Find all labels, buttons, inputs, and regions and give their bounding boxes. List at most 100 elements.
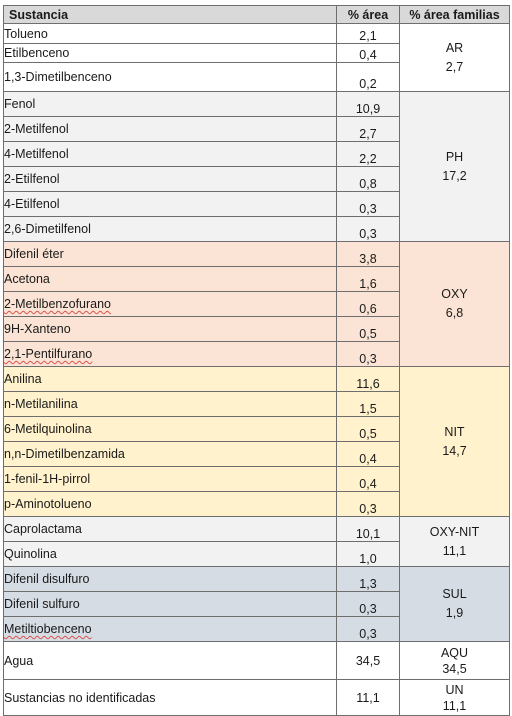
area-value: 10,9 bbox=[337, 92, 400, 117]
area-value: 0,5 bbox=[337, 317, 400, 342]
area-value: 1,6 bbox=[337, 267, 400, 292]
substance-name: p-Aminotolueno bbox=[4, 492, 337, 517]
family-cell: AQU 34,5 bbox=[400, 642, 510, 680]
substance-name: 2-Metilbenzofurano bbox=[4, 292, 337, 317]
substance-name: n-Metilanilina bbox=[4, 392, 337, 417]
family-area-value: 34,5 bbox=[400, 661, 509, 677]
substance-name: Anilina bbox=[4, 367, 337, 392]
substance-name: Difenil éter bbox=[4, 242, 337, 267]
area-value: 0,3 bbox=[337, 617, 400, 642]
group-ph: Fenol 10,9 PH 17,2 2-Metilfenol 2,7 4-Me… bbox=[4, 92, 510, 242]
area-value: 0,3 bbox=[337, 192, 400, 217]
substance-name: Acetona bbox=[4, 267, 337, 292]
substance-name-text: Metiltiobenceno bbox=[4, 622, 92, 636]
header-substance: Sustancia bbox=[4, 6, 337, 24]
substance-name: 1,3-Dimetilbenceno bbox=[4, 63, 337, 92]
substance-name: Quinolina bbox=[4, 542, 337, 567]
substance-name: 4-Etilfenol bbox=[4, 192, 337, 217]
family-area-value: 2,7 bbox=[400, 58, 509, 77]
group-oxy: Difenil éter 3,8 OXY 6,8 Acetona 1,6 2-M… bbox=[4, 242, 510, 367]
substance-table: Sustancia % área % área familias Tolueno… bbox=[3, 5, 510, 716]
area-value: 0,8 bbox=[337, 167, 400, 192]
area-value: 34,5 bbox=[337, 642, 400, 680]
substance-name-text: 2,1-Pentilfurano bbox=[4, 347, 92, 361]
family-code: UN bbox=[400, 682, 509, 698]
area-value: 2,2 bbox=[337, 142, 400, 167]
group-ar: Tolueno 2,1 AR 2,7 Etilbenceno 0,4 1,3-D… bbox=[4, 24, 510, 92]
substance-name: n,n-Dimetilbenzamida bbox=[4, 442, 337, 467]
header-area: % área bbox=[337, 6, 400, 24]
family-code: OXY-NIT bbox=[400, 523, 509, 542]
family-cell: PH 17,2 bbox=[400, 92, 510, 242]
substance-name: Fenol bbox=[4, 92, 337, 117]
area-value: 0,3 bbox=[337, 492, 400, 517]
substance-name: 6-Metilquinolina bbox=[4, 417, 337, 442]
table-row: Anilina 11,6 NIT 14,7 bbox=[4, 367, 510, 392]
family-cell: AR 2,7 bbox=[400, 24, 510, 92]
family-area-value: 17,2 bbox=[400, 167, 509, 186]
area-value: 0,6 bbox=[337, 292, 400, 317]
substance-name: Caprolactama bbox=[4, 517, 337, 542]
table-row: Tolueno 2,1 AR 2,7 bbox=[4, 24, 510, 44]
family-code: PH bbox=[400, 148, 509, 167]
area-value: 1,3 bbox=[337, 567, 400, 592]
family-cell: NIT 14,7 bbox=[400, 367, 510, 517]
area-value: 0,4 bbox=[337, 467, 400, 492]
area-value: 0,4 bbox=[337, 44, 400, 63]
substance-name: Difenil sulfuro bbox=[4, 592, 337, 617]
substance-name: 2-Etilfenol bbox=[4, 167, 337, 192]
family-cell: UN 11,1 bbox=[400, 680, 510, 716]
group-sul: Difenil disulfuro 1,3 SUL 1,9 Difenil su… bbox=[4, 567, 510, 642]
substance-name: Metiltiobenceno bbox=[4, 617, 337, 642]
area-value: 1,0 bbox=[337, 542, 400, 567]
family-area-value: 11,1 bbox=[400, 542, 509, 561]
area-value: 0,4 bbox=[337, 442, 400, 467]
substance-name: 2-Metilfenol bbox=[4, 117, 337, 142]
substance-name: 2,6-Dimetilfenol bbox=[4, 217, 337, 242]
substance-name: 9H-Xanteno bbox=[4, 317, 337, 342]
table-header-row: Sustancia % área % área familias bbox=[4, 6, 510, 24]
substance-name: 2,1-Pentilfurano bbox=[4, 342, 337, 367]
area-value: 2,7 bbox=[337, 117, 400, 142]
substance-name: Sustancias no identificadas bbox=[4, 680, 337, 716]
table-row: Caprolactama 10,1 OXY-NIT 11,1 bbox=[4, 517, 510, 542]
group-aqu: Agua 34,5 AQU 34,5 bbox=[4, 642, 510, 680]
substance-name: Etilbenceno bbox=[4, 44, 337, 63]
area-value: 11,6 bbox=[337, 367, 400, 392]
table-row: Difenil disulfuro 1,3 SUL 1,9 bbox=[4, 567, 510, 592]
family-area-value: 14,7 bbox=[400, 442, 509, 461]
group-nit: Anilina 11,6 NIT 14,7 n-Metilanilina 1,5… bbox=[4, 367, 510, 517]
substance-name: 1-fenil-1H-pirrol bbox=[4, 467, 337, 492]
area-value: 0,3 bbox=[337, 217, 400, 242]
substance-name: Tolueno bbox=[4, 24, 337, 44]
area-value: 0,3 bbox=[337, 592, 400, 617]
area-value: 10,1 bbox=[337, 517, 400, 542]
substance-name-text: 2-Metilbenzofurano bbox=[4, 297, 111, 311]
group-oxy-nit: Caprolactama 10,1 OXY-NIT 11,1 Quinolina… bbox=[4, 517, 510, 567]
family-code: OXY bbox=[400, 285, 509, 304]
table-row: Sustancias no identificadas 11,1 UN 11,1 bbox=[4, 680, 510, 716]
family-area-value: 11,1 bbox=[400, 698, 509, 714]
substance-name: Difenil disulfuro bbox=[4, 567, 337, 592]
area-value: 1,5 bbox=[337, 392, 400, 417]
area-value: 3,8 bbox=[337, 242, 400, 267]
family-code: SUL bbox=[400, 585, 509, 604]
family-cell: OXY 6,8 bbox=[400, 242, 510, 367]
family-cell: SUL 1,9 bbox=[400, 567, 510, 642]
family-cell: OXY-NIT 11,1 bbox=[400, 517, 510, 567]
area-value: 0,2 bbox=[337, 63, 400, 92]
area-value: 11,1 bbox=[337, 680, 400, 716]
family-code: AR bbox=[400, 39, 509, 58]
table-row: Fenol 10,9 PH 17,2 bbox=[4, 92, 510, 117]
table-row: Agua 34,5 AQU 34,5 bbox=[4, 642, 510, 680]
substance-name: 4-Metilfenol bbox=[4, 142, 337, 167]
substance-name: Agua bbox=[4, 642, 337, 680]
area-value: 2,1 bbox=[337, 24, 400, 44]
family-area-value: 1,9 bbox=[400, 604, 509, 623]
header-family-area: % área familias bbox=[400, 6, 510, 24]
family-code: NIT bbox=[400, 423, 509, 442]
area-value: 0,3 bbox=[337, 342, 400, 367]
table-row: Difenil éter 3,8 OXY 6,8 bbox=[4, 242, 510, 267]
family-area-value: 6,8 bbox=[400, 304, 509, 323]
